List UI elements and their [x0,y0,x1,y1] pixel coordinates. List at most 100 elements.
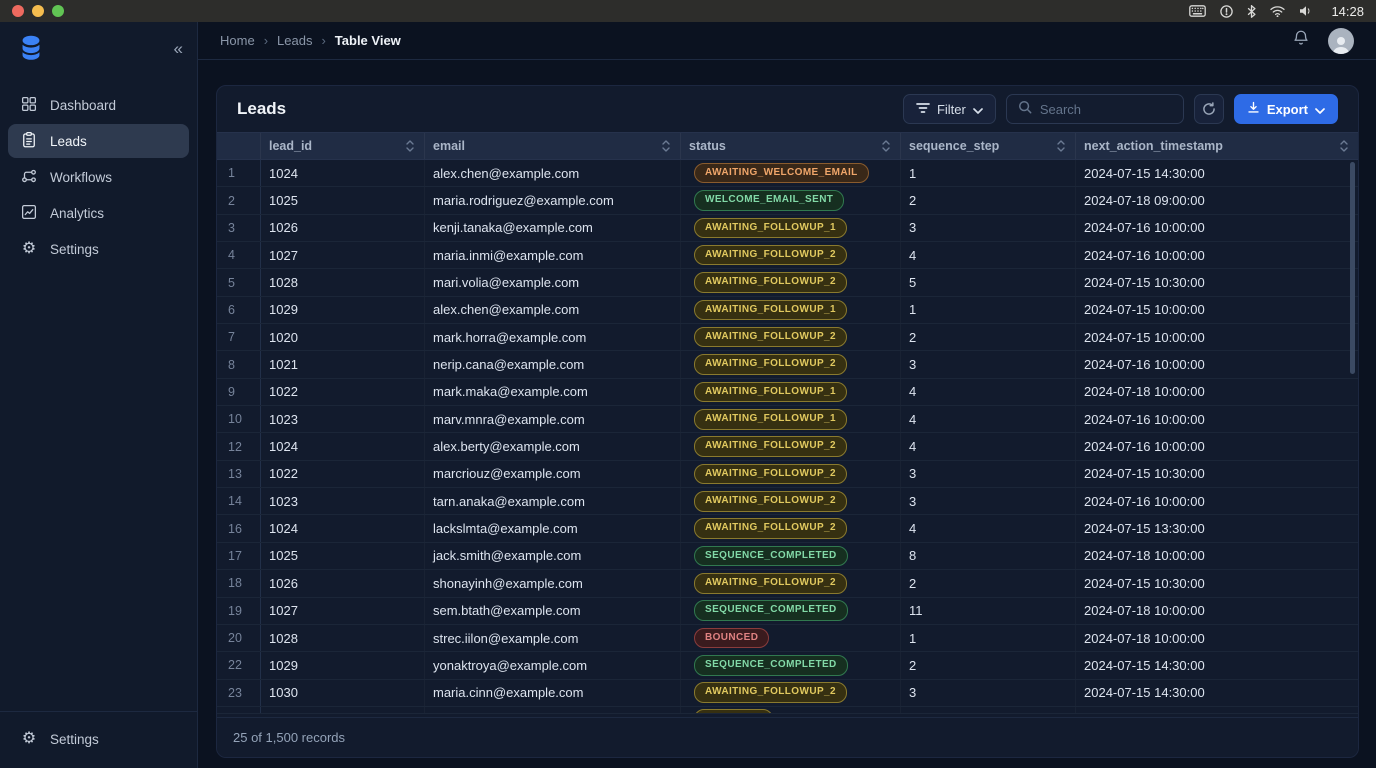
table-row[interactable]: 18 1026 shonayinh@example.com AWAITING_F… [217,570,1358,598]
timestamp-cell: 2024-07-16 10:00:00 [1084,357,1205,373]
table-row[interactable]: 12 1024 alex.berty@example.com AWAITING_… [217,433,1358,461]
status-circle-icon[interactable] [1220,4,1234,18]
email-cell: lackslmta@example.com [425,515,681,541]
workflow-icon [20,167,38,188]
email-cell: mari.volia@example.com [425,269,681,295]
sidebar-item-dashboard[interactable]: Dashboard [8,88,189,122]
column-header-next-action-timestamp[interactable]: next_action_timestamp [1076,133,1358,159]
lead-id-cell: 1024 [261,515,425,541]
status-cell: AWAITING_FOLLOWUP_1 [681,297,901,323]
table-row[interactable]: 20 1028 strec.iilon@example.com BOUNCED … [217,624,1358,653]
lead-id-cell: 1026 [261,570,425,596]
table-row[interactable]: 19 1027 sem.btath@example.com SEQUENCE_C… [217,597,1358,625]
filter-button-label: Filter [936,101,966,117]
sidebar-item-workflows[interactable]: Workflows [8,160,189,194]
table-row[interactable]: 8 1021 nerip.cana@example.com AWAITING_F… [217,351,1358,379]
minimize-window-button[interactable] [32,5,44,17]
breadcrumb-home[interactable]: Home [220,33,255,48]
bluetooth-icon[interactable] [1247,4,1257,18]
refresh-button[interactable] [1193,94,1224,124]
table-row[interactable]: 10 1023 marv.mnra@example.com AWAITING_F… [217,406,1358,434]
sidebar-collapse-button[interactable]: « [173,39,184,58]
row-number-cell: 14 [217,488,261,515]
status-badge: AWAITING_FOLLOWUP_1 [694,409,847,430]
status-cell: AWAITING_FOLLOWUP_2 [681,433,901,459]
timestamp-cell: 2024-07-15 14:30:00 [1084,657,1205,673]
topbar: Home › Leads › Table View [198,22,1376,60]
email-cell: maria.cinn@example.com [425,680,681,706]
close-window-button[interactable] [12,5,24,17]
status-cell: AWAITING_WELCOME_EMAIL [681,160,901,186]
timestamp-cell: 2024-07-18 10:00:00 [1084,603,1205,619]
email-cell: mark.maka@example.com [425,379,681,405]
leads-panel: Leads Filter [216,85,1359,758]
table-header-row: lead_id email status sequence_step [217,132,1358,160]
table-row-partial[interactable] [217,706,1358,714]
gear-icon: ⚙ [21,240,37,257]
table-row[interactable]: 4 1027 maria.inmi@example.com AWAITING_F… [217,242,1358,270]
chevron-right-icon: › [321,33,326,48]
filter-button[interactable]: Filter [902,94,996,124]
table-row[interactable]: 16 1024 lackslmta@example.com AWAITING_F… [217,515,1358,543]
records-count: 25 of 1,500 records [233,730,346,745]
download-icon [1247,101,1260,117]
table-row[interactable]: 23 1030 maria.cinn@example.com AWAITING_… [217,679,1358,707]
column-header-sequence-step[interactable]: sequence_step [901,133,1076,159]
sidebar-item-analytics[interactable]: Analytics [8,196,189,230]
menubar-clock[interactable]: 14:28 [1331,3,1364,19]
row-number-cell: 19 [217,597,261,624]
sidebar-item-leads[interactable]: Leads [8,124,189,158]
status-cell: AWAITING_FOLLOWUP_2 [681,351,901,377]
row-number-cell: 10 [217,406,261,433]
bell-icon[interactable] [1292,29,1310,52]
table-row[interactable]: 1 1024 alex.chen@example.com AWAITING_WE… [217,160,1358,188]
table-row[interactable]: 2 1025 maria.rodriguez@example.com WELCO… [217,187,1358,215]
email-cell: maria.inmi@example.com [425,242,681,268]
row-number-cell: 22 [217,652,261,679]
table-row[interactable]: 17 1025 jack.smith@example.com SEQUENCE_… [217,542,1358,571]
table-row[interactable]: 13 1022 marcriouz@example.com AWAITING_F… [217,460,1358,489]
wifi-icon[interactable] [1270,5,1286,17]
status-badge: SEQUENCE_COMPLETED [694,545,848,567]
table-row[interactable]: 9 1022 mark.maka@example.com AWAITING_FO… [217,378,1358,407]
table-scrollbar-thumb[interactable] [1350,162,1355,374]
export-button[interactable]: Export [1233,94,1338,124]
sidebar-item-settings[interactable]: ⚙ Settings [8,232,189,266]
column-header-rownum [217,133,261,159]
table-row[interactable]: 3 1026 kenji.tanaka@example.com AWAITING… [217,214,1358,243]
column-header-email[interactable]: email [425,133,681,159]
app-logo[interactable] [16,32,46,67]
lead-id-cell: 1026 [261,215,425,241]
avatar[interactable] [1328,27,1354,54]
table-body: 1 1024 alex.chen@example.com AWAITING_WE… [217,160,1358,714]
column-header-status[interactable]: status [681,133,901,159]
table-row[interactable]: 5 1028 mari.volia@example.com AWAITING_F… [217,269,1358,297]
breadcrumb-leads[interactable]: Leads [277,33,313,48]
timestamp-cell: 2024-07-18 10:00:00 [1084,384,1205,400]
row-number-cell: 17 [217,542,261,570]
volume-icon[interactable] [1299,5,1313,17]
zoom-window-button[interactable] [52,5,64,17]
table-row[interactable]: 14 1023 tarn.anaka@example.com AWAITING_… [217,488,1358,516]
status-cell: AWAITING_FOLLOWUP_2 [681,570,901,596]
search-input[interactable] [1039,101,1172,117]
keyboard-icon[interactable] [1189,5,1207,17]
table-row[interactable]: 6 1029 alex.chen@example.com AWAITING_FO… [217,296,1358,325]
table-row[interactable]: 7 1020 mark.horra@example.com AWAITING_F… [217,324,1358,352]
row-number-cell: 16 [217,515,261,542]
status-cell: AWAITING_FOLLOWUP_2 [681,269,901,295]
timestamp-cell: 2024-07-18 10:00:00 [1084,548,1205,564]
table-row[interactable]: 22 1029 yonaktroya@example.com SEQUENCE_… [217,652,1358,680]
email-cell: shonayinh@example.com [425,570,681,596]
sequence-step-cell: 3 [901,488,1076,514]
sidebar-footer-settings[interactable]: ⚙ Settings [8,722,189,756]
sort-icon [662,140,670,152]
status-cell: AWAITING_FOLLOWUP_1 [681,379,901,405]
sort-icon [1057,140,1065,152]
column-header-lead-id[interactable]: lead_id [261,133,425,159]
row-number-cell: 23 [217,679,261,706]
status-cell: AWAITING_FOLLOWUP_2 [681,324,901,350]
row-number-cell: 2 [217,187,261,214]
sidebar-footer-label: Settings [50,731,99,747]
sequence-step-cell: 3 [901,680,1076,706]
